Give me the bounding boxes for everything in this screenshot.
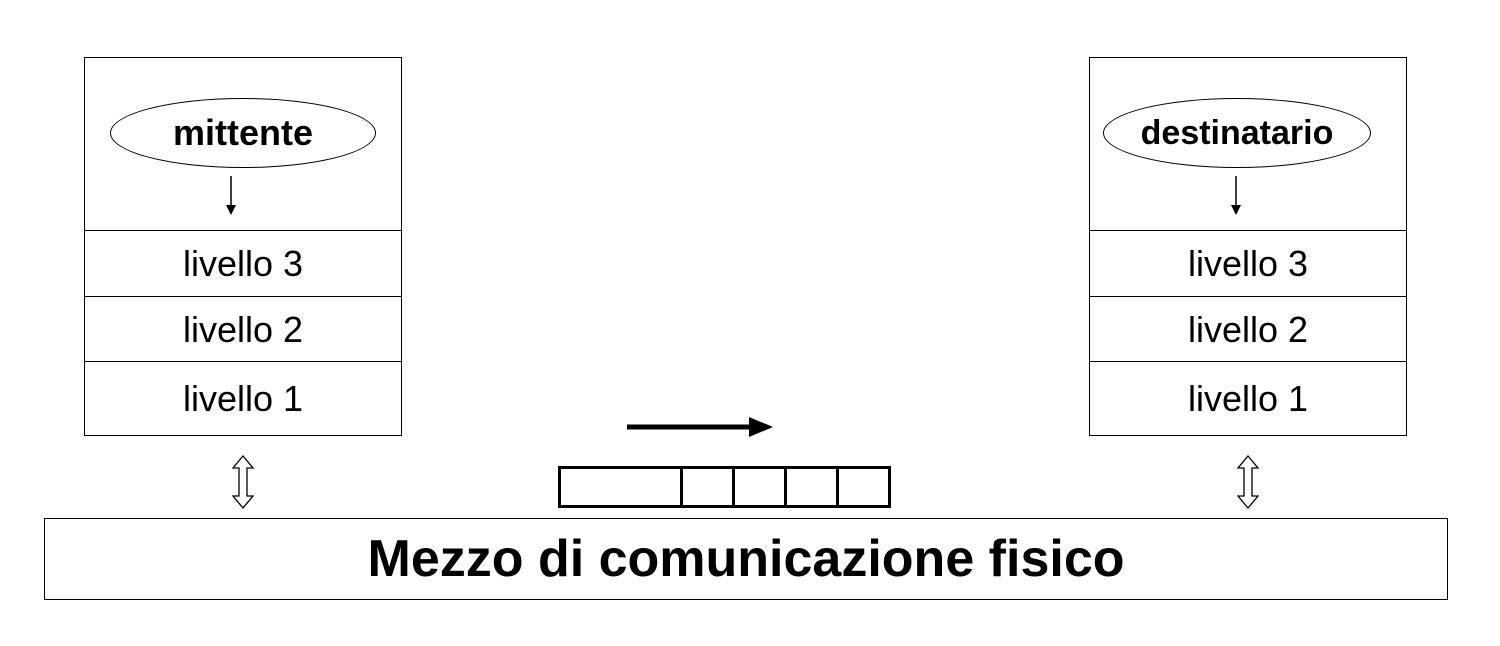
receiver-layer-3: livello 3 <box>1090 230 1406 296</box>
receiver-application-area: destinatario <box>1090 58 1406 231</box>
receiver-layer-1: livello 1 <box>1090 361 1406 435</box>
frame-header-cell <box>836 469 888 505</box>
receiver-down-arrow-icon <box>1231 176 1241 215</box>
receiver-layer-2: livello 2 <box>1090 296 1406 362</box>
sender-double-arrow-icon <box>232 455 254 509</box>
sender-ellipse: mittente <box>110 98 376 168</box>
sender-layer-1: livello 1 <box>85 361 401 435</box>
receiver-stack: destinatario livello 3 livello 2 livello… <box>1089 57 1407 436</box>
receiver-ellipse: destinatario <box>1103 98 1371 168</box>
flow-direction-arrow-icon <box>627 417 773 437</box>
receiver-double-arrow-icon <box>1237 455 1259 509</box>
sender-layer-2: livello 2 <box>85 296 401 362</box>
transmitted-frame <box>558 466 891 508</box>
frame-header-cell <box>784 469 836 505</box>
sender-layer-3: livello 3 <box>85 230 401 296</box>
sender-down-arrow-icon <box>226 176 236 215</box>
sender-application-area: mittente <box>85 58 401 231</box>
frame-data-cell <box>561 469 680 505</box>
frame-header-cell <box>732 469 784 505</box>
frame-header-cell <box>680 469 732 505</box>
physical-medium: Mezzo di comunicazione fisico <box>44 518 1448 600</box>
sender-stack: mittente livello 3 livello 2 livello 1 <box>84 57 402 436</box>
